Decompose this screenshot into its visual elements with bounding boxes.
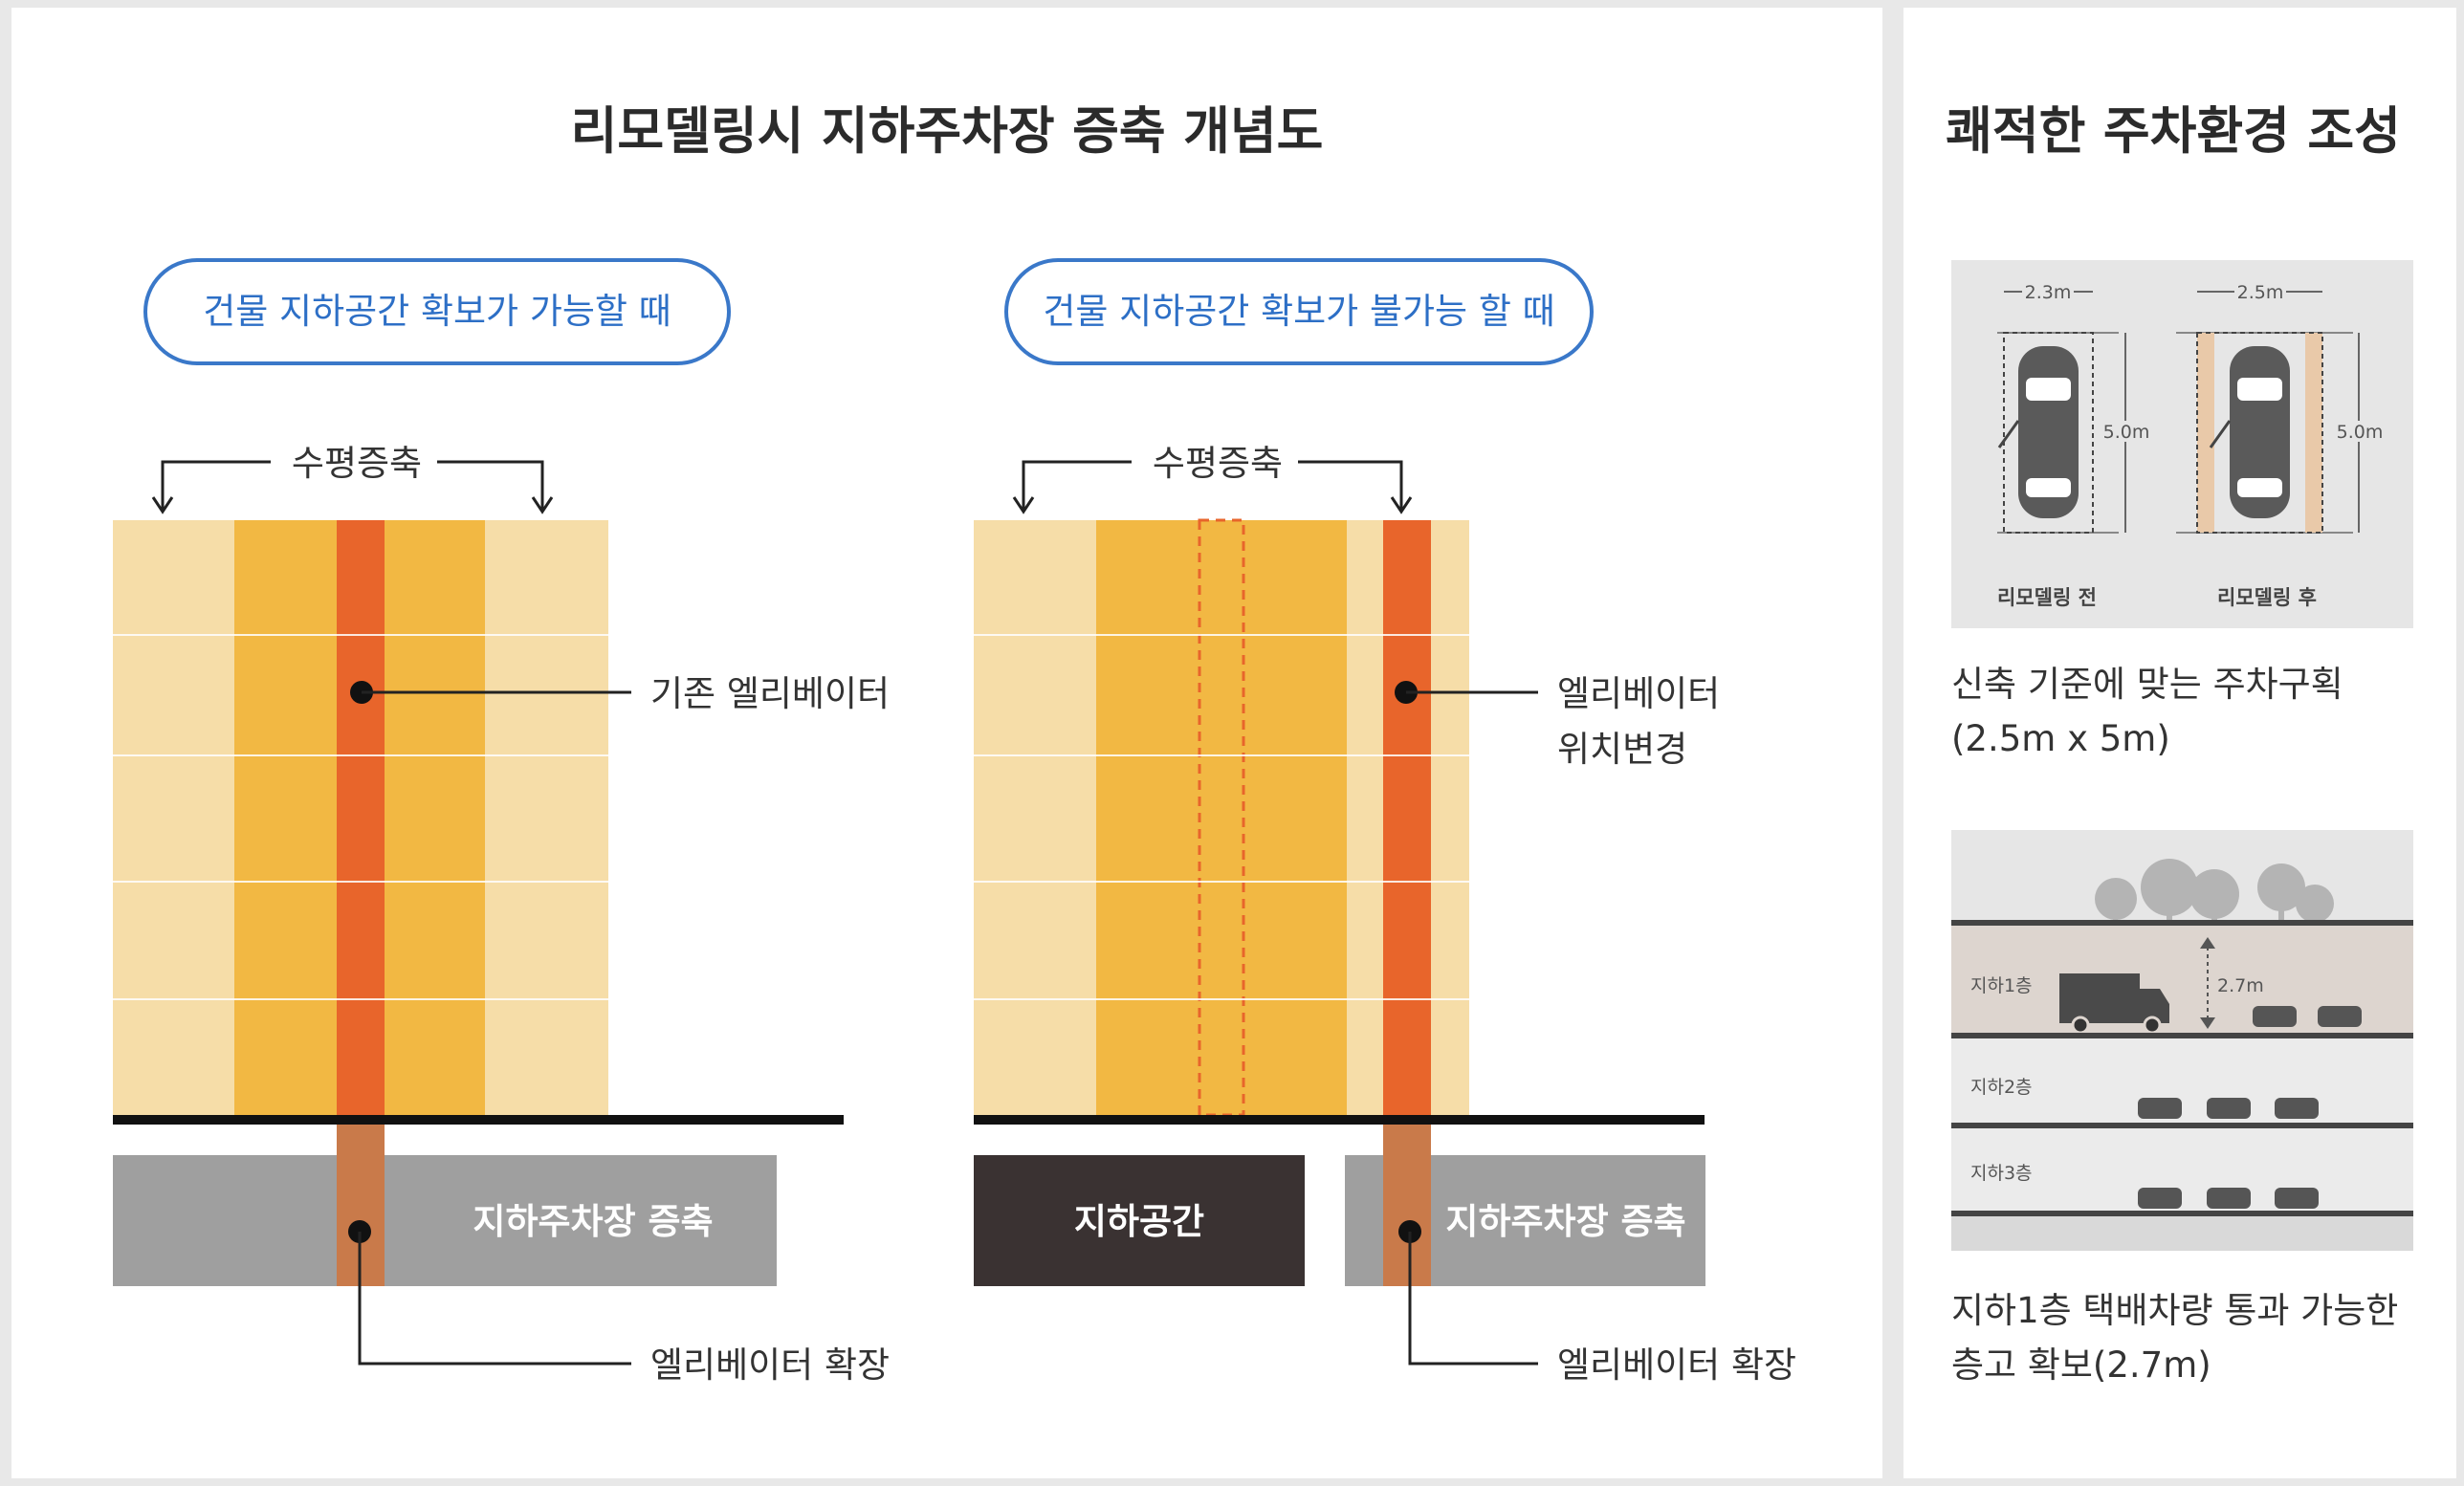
right-title: 쾌적한 주차환경 조성 <box>1946 102 2401 161</box>
case-impossible-pill <box>1004 258 1594 365</box>
length-after-label: 5.0m <box>2337 422 2384 443</box>
after-label: 리모델링 후 <box>2217 586 2317 609</box>
elevator-relocate-label-2: 위치변경 <box>1557 729 1687 770</box>
before-label: 리모델링 전 <box>1997 586 2097 609</box>
stall-after <box>2196 332 2323 534</box>
trees-icon <box>2095 859 2334 923</box>
horizontal-arrow-right <box>437 460 544 510</box>
cars-b2-icon <box>2138 1098 2319 1119</box>
caption2-line1: 지하1층 택배차량 통과 가능한 <box>1951 1290 2398 1331</box>
floor-b3-label: 지하3층 <box>1970 1163 2033 1184</box>
open-door-icon <box>1997 420 2020 448</box>
height-label: 2.7m <box>2217 975 2264 996</box>
elevator-relocate-label-1: 엘리베이터 <box>1557 673 1720 714</box>
width-before-label: 2.3m <box>2025 282 2072 303</box>
parking-expansion-label: 지하주차장 증축 <box>473 1201 713 1242</box>
floor-b2 <box>1951 1038 2413 1123</box>
elevator-shaft-2 <box>1383 1125 1431 1286</box>
left-title: 리모델링시 지하주차장 증축 개념도 <box>571 102 1324 161</box>
existing-elevator <box>337 520 385 1115</box>
open-door-after-icon <box>2209 420 2232 448</box>
added-width-right <box>2305 333 2322 533</box>
arrow-head-right-2-icon <box>1390 496 1413 514</box>
building-original-2 <box>1096 520 1347 1115</box>
arrow-head-right-icon <box>531 496 554 514</box>
floor-b3 <box>1951 1128 2413 1211</box>
case-possible: 건물 지하공간 확보가 가능할 때 수평증축 기존 엘리베이터 지하주차장 증축… <box>113 258 890 1386</box>
added-width-left <box>2197 333 2214 533</box>
case-impossible-pill-text: 건물 지하공간 확보가 불가능 할 때 <box>1043 291 1554 332</box>
expansion-leader <box>358 1232 631 1366</box>
underground-space-label: 지하공간 <box>1074 1201 1204 1242</box>
relocated-elevator <box>1383 520 1431 1115</box>
cars-b1-icon <box>2253 1006 2362 1027</box>
removed-elevator-outline <box>1198 518 1245 1117</box>
horizontal-arrow-left-2 <box>1022 460 1132 510</box>
plan-after: 2.5m 5.0m 리모델링 후 <box>2176 281 2383 609</box>
horizontal-expansion-label: 수평증축 <box>292 443 422 484</box>
floor-lines-2 <box>974 634 1469 1000</box>
caption2-line2: 층고 확보(2.7m) <box>1951 1344 2211 1386</box>
elevator-expansion-label: 엘리베이터 확장 <box>650 1344 890 1386</box>
parking-section-illustration: 지하1층 2.7m 지하2층 지하3층 <box>1951 830 2413 1251</box>
existing-elevator-label: 기존 엘리베이터 <box>650 673 890 714</box>
case-possible-pill <box>143 258 731 365</box>
height-arrow-up-icon <box>2200 937 2215 949</box>
horizontal-arrow-left <box>161 460 271 510</box>
stall-before <box>2003 332 2094 534</box>
plan-before: 2.3m 5.0m 리모델링 전 <box>1997 281 2149 609</box>
parking-plan-illustration: 2.3m 5.0m 리모델링 전 2.5m <box>1951 260 2413 628</box>
floor-b2-label: 지하2층 <box>1970 1077 2033 1098</box>
arrow-head-left-2-icon <box>1012 496 1035 514</box>
caption1-line2: (2.5m x 5m) <box>1951 718 2170 759</box>
horizontal-arrow-right-2 <box>1298 460 1403 510</box>
expansion-leader-2 <box>1408 1232 1538 1366</box>
height-arrow-down-icon <box>2200 1017 2215 1029</box>
width-after-label: 2.5m <box>2237 282 2284 303</box>
parking-expansion <box>113 1155 777 1286</box>
parking-expansion-label-2: 지하주차장 증축 <box>1445 1201 1685 1242</box>
arrow-head-left-icon <box>151 496 174 514</box>
caption1-line1: 신축 기준에 맞는 주차구획 <box>1951 664 2343 705</box>
case-possible-pill-text: 건물 지하공간 확보가 가능할 때 <box>203 291 671 332</box>
delivery-truck-icon <box>2059 973 2169 1035</box>
length-before-label: 5.0m <box>2103 422 2150 443</box>
elevator-expansion-label-2: 엘리베이터 확장 <box>1557 1344 1796 1386</box>
floor-lines <box>113 634 608 1000</box>
horizontal-expansion-label-2: 수평증축 <box>1153 443 1283 484</box>
cars-b3-icon <box>2138 1188 2319 1209</box>
ground-line-2 <box>974 1115 1705 1125</box>
ground-line <box>113 1115 844 1125</box>
floor-b1-label: 지하1층 <box>1970 975 2033 996</box>
case-impossible: 건물 지하공간 확보가 불가능 할 때 수평증축 엘리베이터 위치변경 지하공간… <box>974 258 1796 1386</box>
underground-space <box>974 1155 1305 1286</box>
